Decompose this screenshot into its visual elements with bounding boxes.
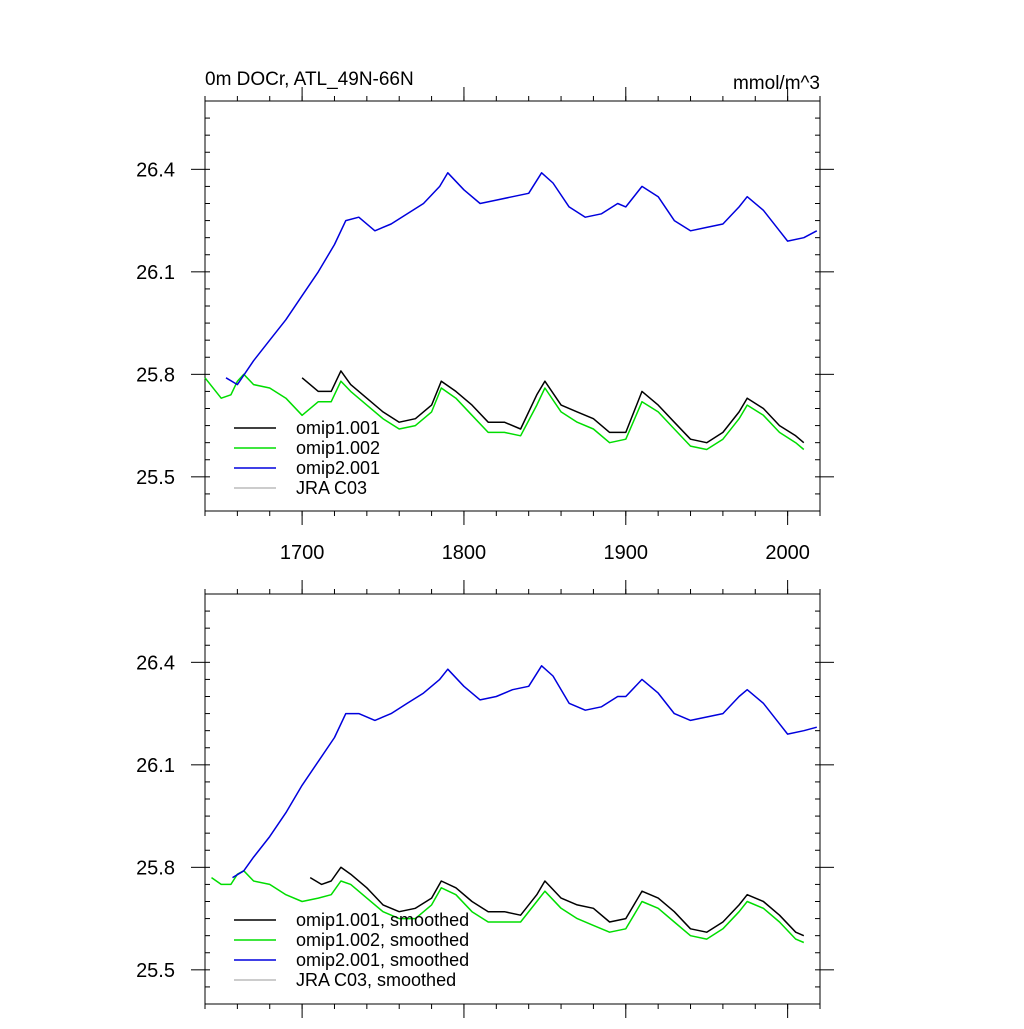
legend-label: omip1.002 [296,438,380,458]
units-label: mmol/m^3 [733,73,820,94]
x-tick-label: 1800 [442,542,487,564]
series-line-omip2-001-smoothed [232,665,817,879]
series-line-omip1-001-smoothed [309,866,805,937]
legend-label: JRA C03 [296,478,367,498]
chart-panel-1: 0m DOCr, ATL_49N-66N mmol/m^3 25.5 25.8 26.1… [136,69,834,564]
y-tick-label: 25.8 [136,857,175,879]
series-line-omip1-002-smoothed [211,870,805,944]
x-tick-label: 1700 [280,542,325,564]
chart-title: 0m DOCr, ATL_49N-66N [205,69,414,90]
y-tick-label: 26.1 [136,262,175,284]
legend-label: omip2.001 [296,458,380,478]
series-line-omip1-002 [204,373,805,451]
x-tick-label: 1900 [604,542,649,564]
series-line-omip1-001 [301,370,805,444]
chart-panel-2: 25.5 25.8 26.1 26.4 omip1.001, smoothedomip1… [136,580,834,1018]
y-tick-label: 25.8 [136,364,175,386]
series-line-omip2-001 [225,172,818,386]
y-tick-label: 26.1 [136,755,175,777]
legend-label: omip2.001, smoothed [296,950,469,970]
y-tick-label: 25.5 [136,467,175,489]
y-tick-label: 26.4 [136,159,175,181]
legend-label: omip1.002, smoothed [296,930,469,950]
legend-label: JRA C03, smoothed [296,970,456,990]
legend-label: omip1.001, smoothed [296,910,469,930]
y-tick-label: 26.4 [136,652,175,674]
y-tick-label: 25.5 [136,960,175,982]
x-tick-label: 2000 [765,542,810,564]
legend-label: omip1.001 [296,418,380,438]
